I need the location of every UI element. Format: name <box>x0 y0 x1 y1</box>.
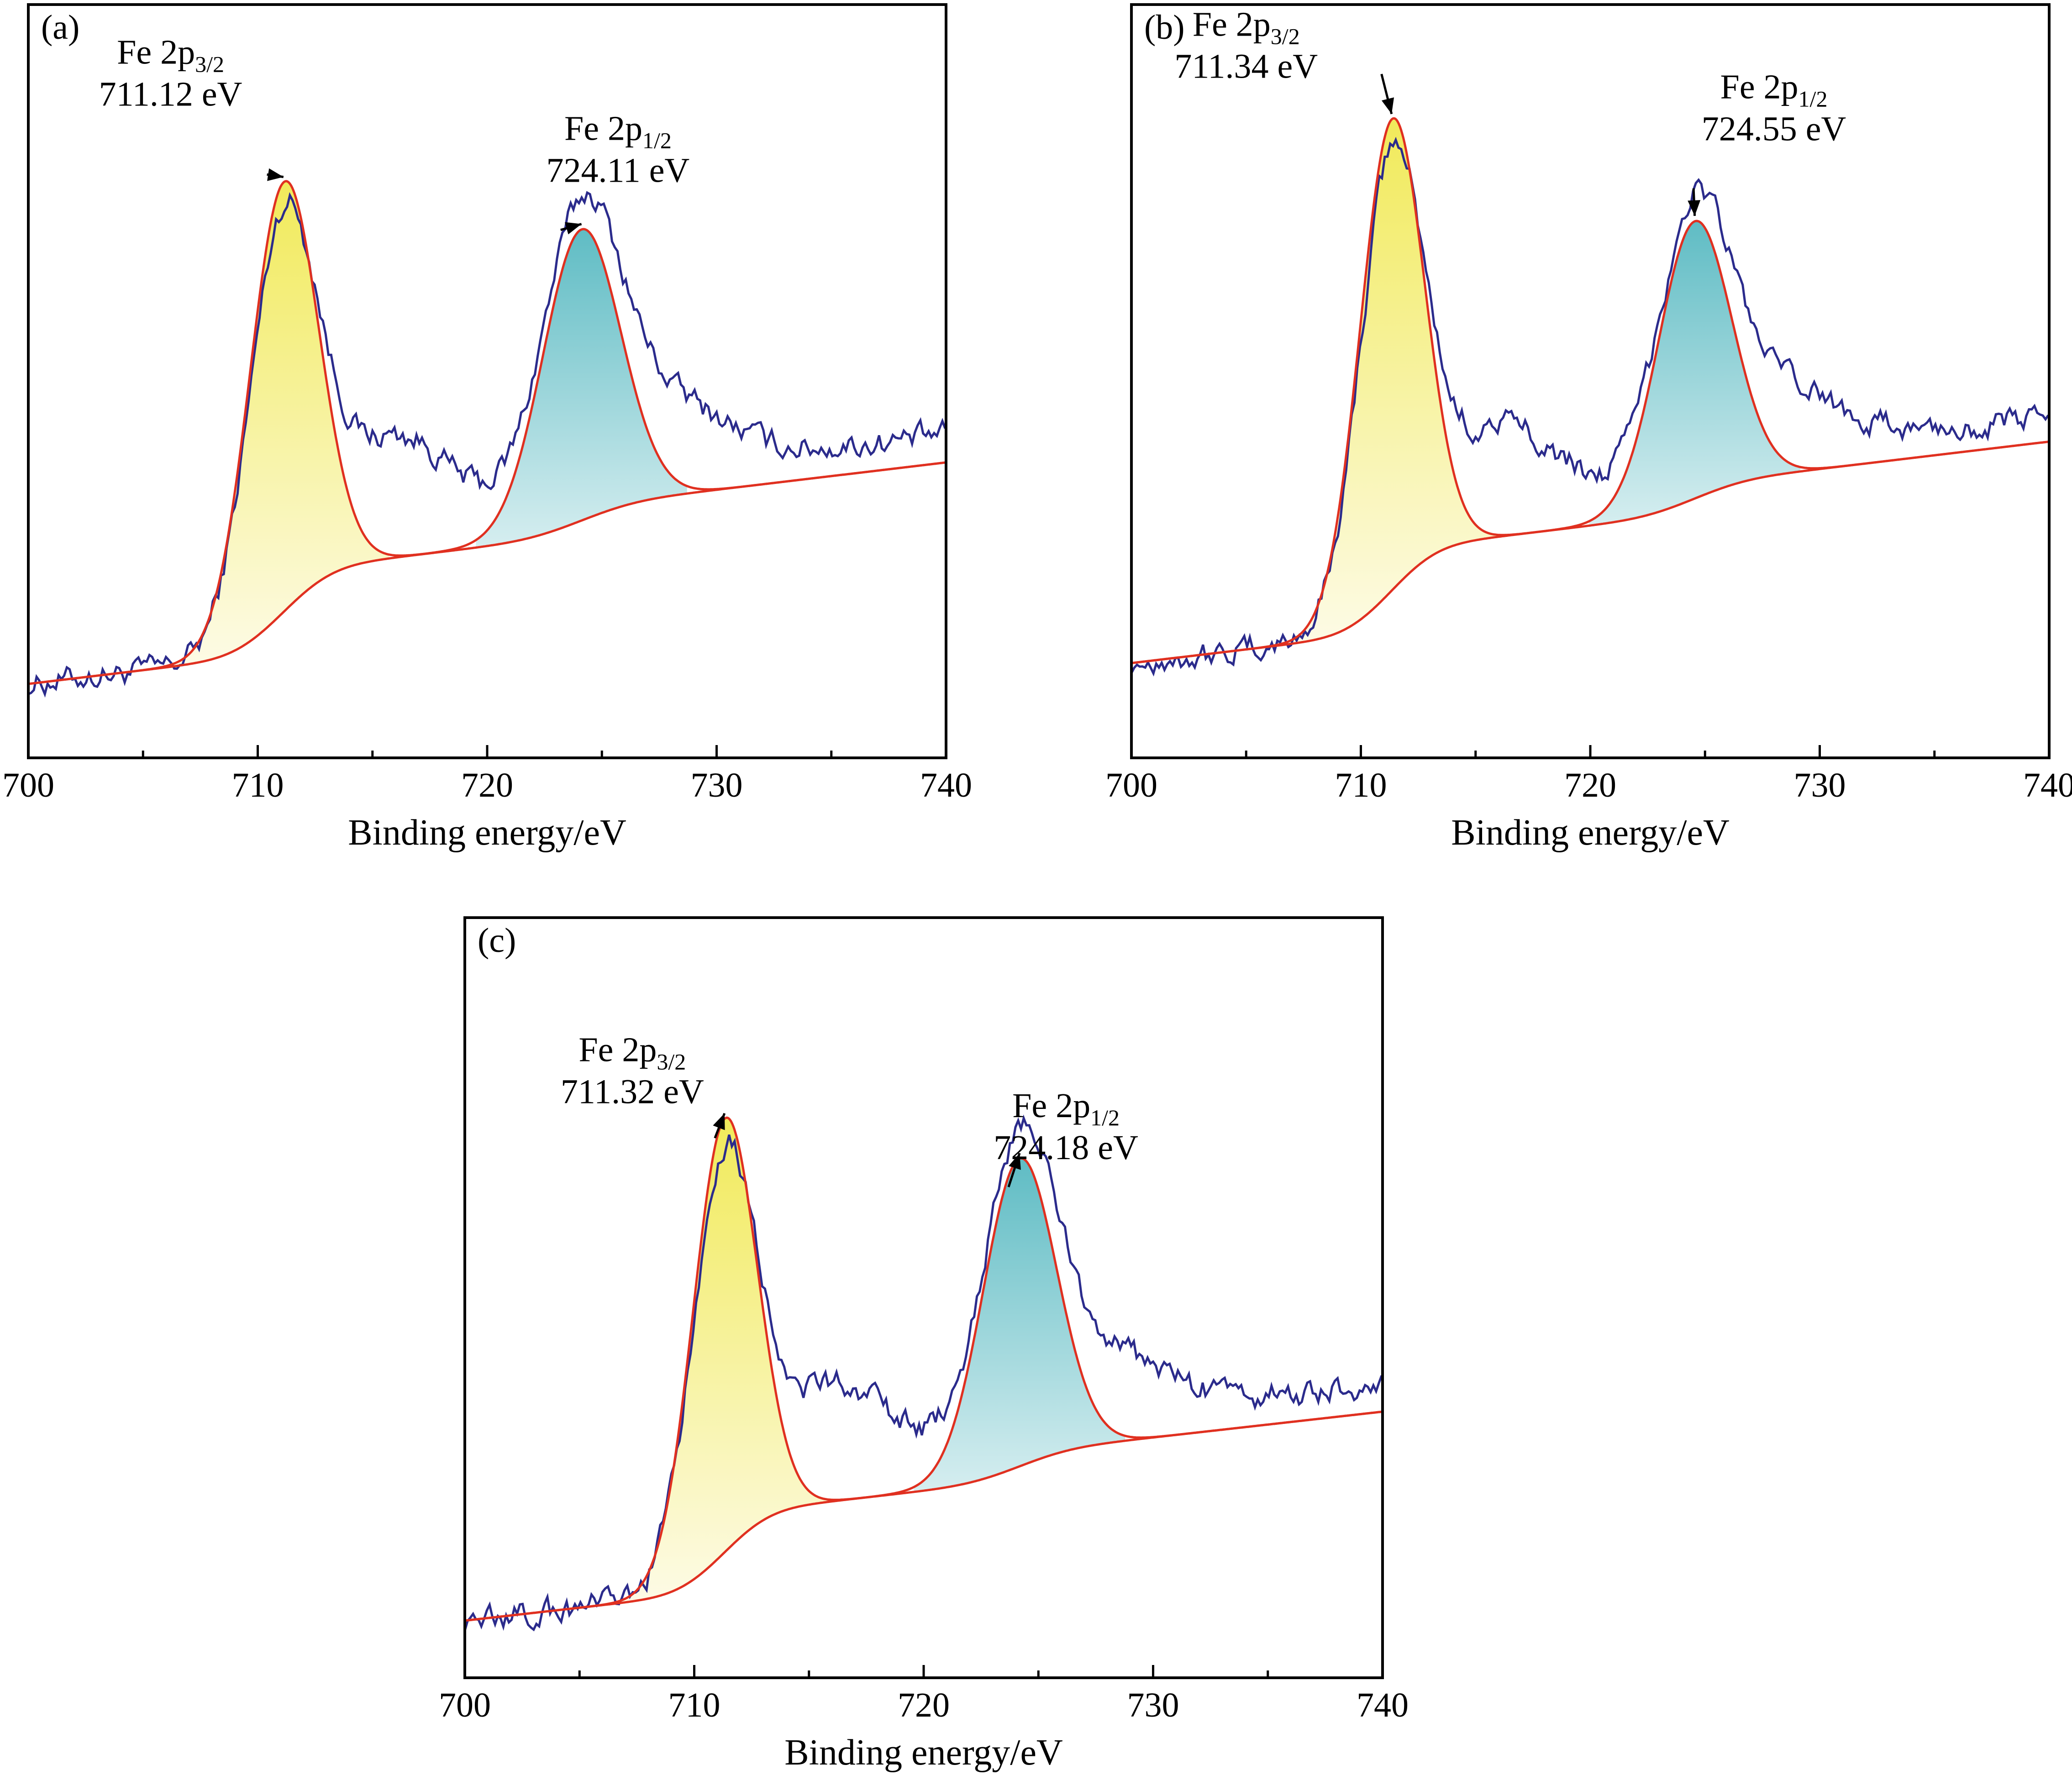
peak-label-energy: 724.11 eV <box>547 151 690 189</box>
fe-2p1-2-component-fill <box>914 1158 1125 1492</box>
x-axis-title: Binding energy/eV <box>348 813 626 853</box>
raw-spectrum-line <box>1130 137 2050 677</box>
panel-label: (a) <box>41 8 79 47</box>
x-tick-label: 730 <box>1127 1686 1179 1724</box>
x-tick-label: 710 <box>232 766 284 804</box>
raw-spectrum-line <box>28 191 947 698</box>
fe-2p1-2-component-fill <box>476 229 687 548</box>
peak-label-energy: 711.34 eV <box>1174 47 1318 86</box>
peak-label-energy: 724.55 eV <box>1702 110 1846 148</box>
peak-label-name: Fe 2p3/2 <box>578 1030 686 1074</box>
peak-label-energy: 711.32 eV <box>561 1072 704 1111</box>
shirley-baseline-line <box>464 1410 1383 1622</box>
panel-c: 700 710 720 730 740 Binding energy/eV (c) Fe 2p… <box>439 916 1409 1773</box>
shirley-baseline-line <box>28 461 947 685</box>
x-tick-label: 720 <box>1564 766 1616 804</box>
peak-label-energy: 711.12 eV <box>99 75 242 113</box>
x-tick-label: 700 <box>1105 766 1157 804</box>
raw-spectrum-line <box>463 1114 1383 1632</box>
arrow-head-icon <box>713 1113 725 1130</box>
x-tick-label: 740 <box>920 766 972 804</box>
plot-frame <box>27 3 947 759</box>
x-axis-title: Binding energy/eV <box>1451 813 1730 853</box>
x-tick-label: 720 <box>461 766 513 804</box>
arrow-head-icon <box>564 222 582 235</box>
fit-envelope-line <box>28 180 947 685</box>
panel-label: (b) <box>1144 8 1185 47</box>
peak-label-name: Fe 2p3/2 <box>117 33 224 77</box>
arrow-head-icon <box>1688 200 1701 216</box>
x-tick-label: 710 <box>1335 766 1387 804</box>
arrow-head-icon <box>1009 1153 1021 1170</box>
fit-envelope-line <box>464 1116 1383 1622</box>
shirley-baseline-line <box>1131 440 2050 664</box>
fit-envelope-line <box>1131 117 2050 664</box>
peak-label-name: Fe 2p1/2 <box>1012 1087 1120 1130</box>
x-tick-label: 700 <box>439 1686 491 1724</box>
peak-label-name: Fe 2p1/2 <box>1720 68 1828 111</box>
fe-2p3-2-component-fill <box>1286 118 1497 645</box>
panel-a: 700 710 720 730 740 Binding energy/eV (a) Fe 2p… <box>2 3 972 853</box>
panel-label: (c) <box>478 921 516 960</box>
plot-frame <box>1130 3 2051 759</box>
fe-2p3-2-component-fill <box>178 181 389 666</box>
x-axis-title: Binding energy/eV <box>784 1733 1063 1773</box>
fe-2p3-2-component-fill <box>619 1118 830 1603</box>
x-tick-label: 730 <box>1794 766 1846 804</box>
x-tick-label: 720 <box>898 1686 950 1724</box>
x-tick-label: 730 <box>691 766 743 804</box>
fe-2p1-2-component-fill <box>1589 221 1800 526</box>
arrow-head-icon <box>267 168 284 181</box>
peak-label-name: Fe 2p3/2 <box>1193 5 1300 49</box>
peak-label-name: Fe 2p1/2 <box>564 109 672 153</box>
x-tick-label: 700 <box>2 766 54 804</box>
x-tick-label: 740 <box>2023 766 2072 804</box>
arrow-head-icon <box>1381 97 1394 114</box>
x-tick-label: 710 <box>668 1686 720 1724</box>
x-tick-label: 740 <box>1357 1686 1409 1724</box>
